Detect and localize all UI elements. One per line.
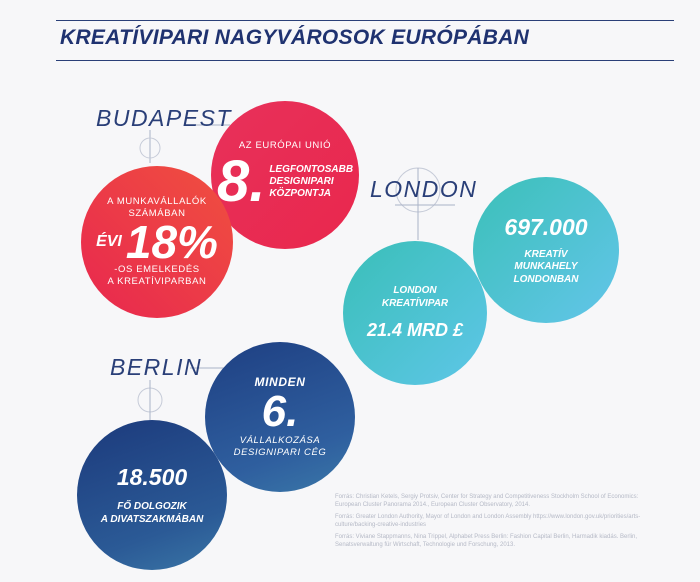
- berlin-sixth-top: MINDEN: [254, 375, 306, 389]
- london-jobs-line-2: MUNKAHELY: [514, 261, 578, 273]
- growth-bottom-2: A KREATÍVIPARBAN: [107, 276, 207, 287]
- footnote-3: Forrás: Viviane Stappmanns, Nina Trippel…: [335, 534, 638, 548]
- london-industry-line-2: KREATÍVIPAR: [381, 297, 449, 309]
- page-title: KREATÍVIPARI NAGYVÁROSOK EURÓPÁBAN: [60, 26, 530, 49]
- eu-line-3: KÖZPONTJA: [269, 188, 331, 199]
- london-jobs-line-1: KREATÍV: [524, 248, 568, 260]
- berlin-design-company-circle: MINDEN 6. VÁLLALKOZÁSA DESIGNIPARI CÉG: [205, 342, 355, 492]
- eu-top-text: AZ EURÓPAI UNIÓ: [238, 140, 332, 151]
- growth-bottom-1: -OS EMELKEDÉS: [114, 264, 200, 275]
- berlin-fashion-circle: 18.500 FŐ DOLGOZIK A DIVATSZAKMÁBAN: [77, 420, 227, 570]
- footnote-2: Forrás: Greater London Authority, Mayor …: [335, 514, 641, 528]
- city-label-berlin: BERLIN: [110, 354, 203, 380]
- berlin-fashion-line-1: FŐ DOLGOZIK: [117, 501, 187, 512]
- growth-number: 18%: [125, 216, 218, 268]
- london-jobs-circle: 697.000 KREATÍV MUNKAHELY LONDONBAN: [473, 177, 619, 323]
- employment-growth-circle: A MUNKAVÁLLALÓK SZÁMÁBAN ÉVI 18% -OS EME…: [81, 166, 233, 318]
- london-industry-line-1: LONDON: [393, 285, 437, 296]
- eu-rank-number: 8.: [216, 149, 266, 214]
- eu-design-center-circle: AZ EURÓPAI UNIÓ 8. LEGFONTOSABB DESIGNIP…: [211, 101, 359, 249]
- growth-prefix: ÉVI: [96, 233, 122, 250]
- growth-top-1: A MUNKAVÁLLALÓK: [107, 196, 207, 207]
- title-bottom-rule: [56, 60, 674, 61]
- footnote-1: Forrás: Christian Ketels, Sergiy Protsiv…: [335, 494, 639, 508]
- berlin-fashion-number: 18.500: [116, 464, 188, 490]
- city-label-budapest: BUDAPEST: [96, 105, 232, 131]
- london-jobs-line-3: LONDONBAN: [513, 273, 579, 285]
- london-jobs-number: 697.000: [504, 213, 588, 240]
- growth-top-2: SZÁMÁBAN: [128, 208, 186, 219]
- berlin-sixth-line-1: VÁLLALKOZÁSA: [239, 435, 321, 446]
- title-top-rule: [56, 20, 674, 21]
- berlin-fashion-line-2: A DIVATSZAKMÁBAN: [100, 513, 204, 525]
- eu-line-2: DESIGNIPARI: [269, 176, 334, 187]
- london-industry-value: 21.4 MRD £: [366, 320, 464, 340]
- berlin-sixth-line-2: DESIGNIPARI CÉG: [233, 447, 327, 458]
- berlin-sixth-number: 6.: [261, 387, 299, 436]
- eu-line-1: LEGFONTOSABB: [269, 164, 354, 175]
- city-label-london: LONDON: [370, 176, 478, 202]
- london-industry-circle: LONDON KREATÍVIPAR 21.4 MRD £: [343, 241, 487, 385]
